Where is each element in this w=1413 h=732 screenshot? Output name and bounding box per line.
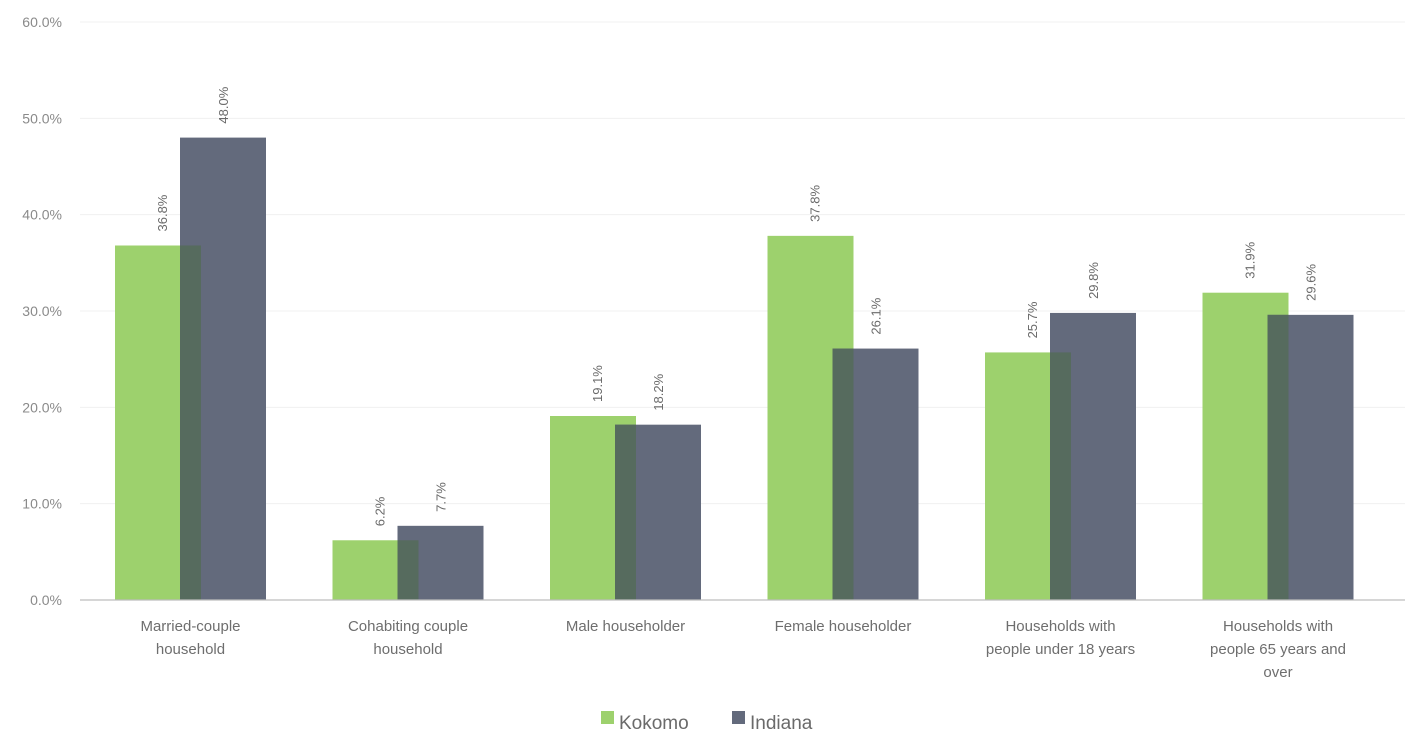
legend-label-kokomo: Kokomo: [619, 713, 689, 732]
gridlines: [80, 21, 1405, 505]
bars: [115, 137, 1354, 601]
y-axis-ticks: 0.0% 10.0% 20.0% 30.0% 40.0% 50.0% 60.0%: [22, 14, 62, 608]
x-category-label: household: [156, 641, 225, 658]
y-tick-label: 50.0%: [22, 110, 62, 126]
data-label-kokomo: 25.7%: [1025, 301, 1040, 338]
data-label-indiana: 29.8%: [1086, 262, 1101, 299]
bar-overlap: [397, 540, 419, 600]
data-label-kokomo: 36.8%: [155, 194, 170, 231]
x-category-label: Female householder: [775, 618, 912, 635]
y-tick-label: 10.0%: [22, 496, 62, 512]
bar-overlap: [832, 348, 854, 600]
y-tick-label: 0.0%: [30, 592, 62, 608]
data-label-kokomo: 37.8%: [808, 185, 823, 222]
data-label-kokomo: 6.2%: [373, 496, 388, 526]
legend-label-indiana: Indiana: [750, 713, 813, 732]
data-labels: 36.8% 48.0% 6.2% 7.7% 19.1% 18.2% 37.8% 26.1% 25…: [155, 86, 1319, 526]
bar-overlap: [1050, 352, 1071, 600]
data-label-kokomo: 19.1%: [590, 365, 605, 402]
legend-swatch-indiana: [732, 711, 745, 724]
x-category-label: Households with: [1223, 618, 1333, 635]
data-label-indiana: 29.6%: [1304, 264, 1319, 301]
bar-overlap: [1267, 314, 1289, 600]
legend-swatch-kokomo: [601, 711, 614, 724]
x-category-label: Households with: [1005, 618, 1115, 635]
bar-overlap: [180, 245, 201, 600]
data-label-indiana: 48.0%: [216, 86, 231, 123]
data-label-indiana: 7.7%: [434, 482, 449, 512]
y-tick-label: 60.0%: [22, 14, 62, 30]
x-category-label: Cohabiting couple: [348, 618, 468, 635]
y-tick-label: 40.0%: [22, 207, 62, 223]
y-tick-label: 30.0%: [22, 303, 62, 319]
x-category-label: Male householder: [566, 618, 685, 635]
data-label-indiana: 18.2%: [651, 373, 666, 410]
data-label-indiana: 26.1%: [869, 297, 884, 334]
data-label-kokomo: 31.9%: [1243, 241, 1258, 278]
y-tick-label: 20.0%: [22, 399, 62, 415]
bar-overlap: [615, 424, 636, 600]
x-category-label: people under 18 years: [986, 641, 1135, 658]
x-axis-labels: Married-couple household Cohabiting couple…: [140, 618, 1345, 681]
x-category-label: over: [1263, 664, 1292, 681]
x-category-label: people 65 years and: [1210, 641, 1346, 658]
x-category-label: household: [373, 641, 442, 658]
legend: Kokomo Indiana: [601, 711, 813, 732]
x-category-label: Married-couple: [140, 618, 240, 635]
